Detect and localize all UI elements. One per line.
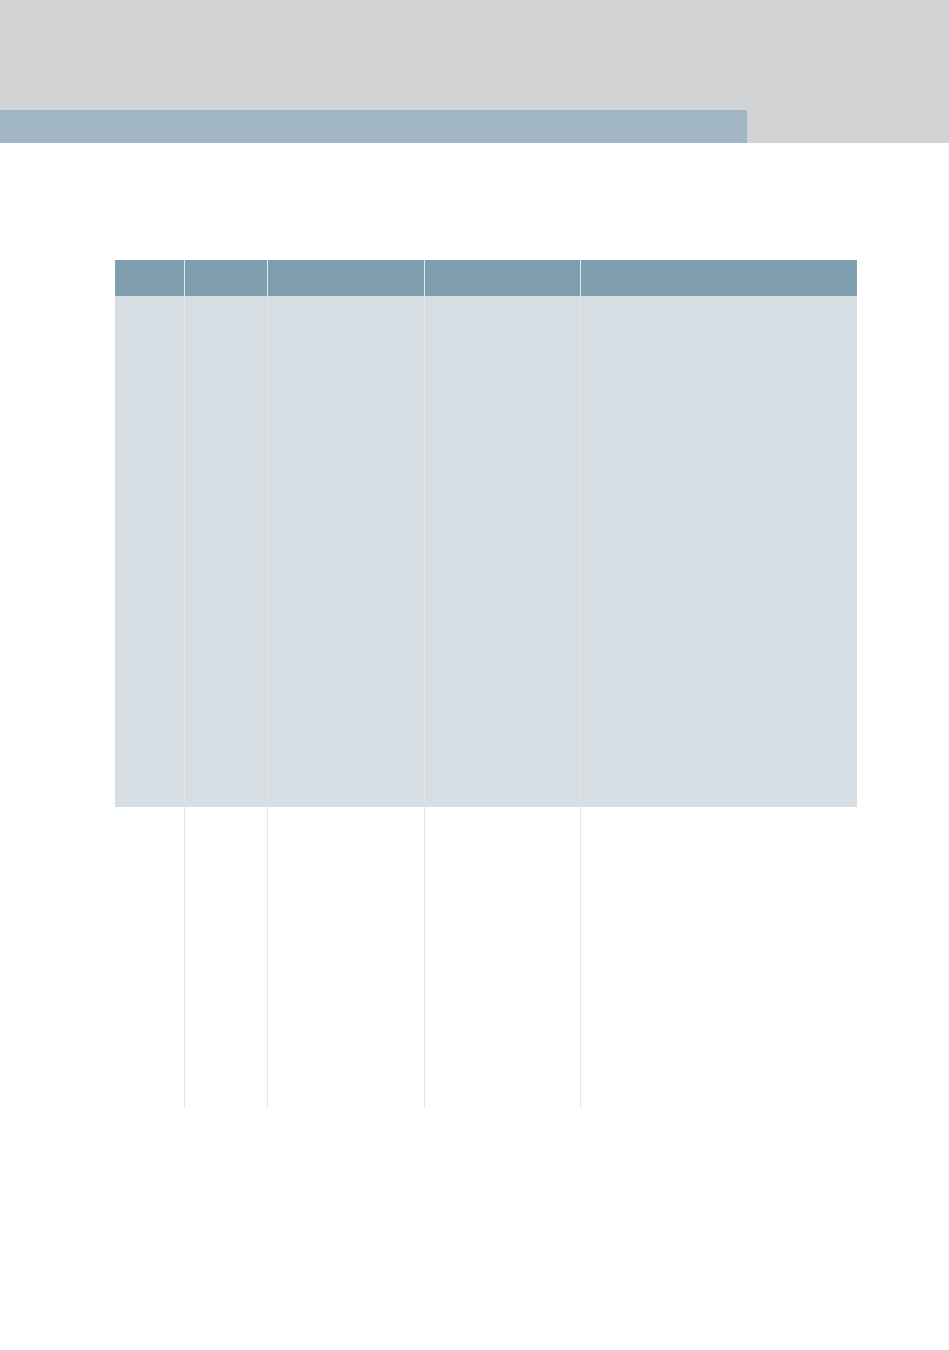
table-row bbox=[115, 296, 857, 807]
top-accent-bar bbox=[0, 110, 747, 143]
column-divider bbox=[424, 260, 425, 1108]
table-header-row bbox=[115, 260, 857, 296]
column-divider bbox=[184, 260, 185, 1108]
data-table bbox=[115, 260, 857, 1108]
column-divider bbox=[580, 260, 581, 1108]
column-divider bbox=[267, 260, 268, 1108]
table-row bbox=[115, 807, 857, 1108]
